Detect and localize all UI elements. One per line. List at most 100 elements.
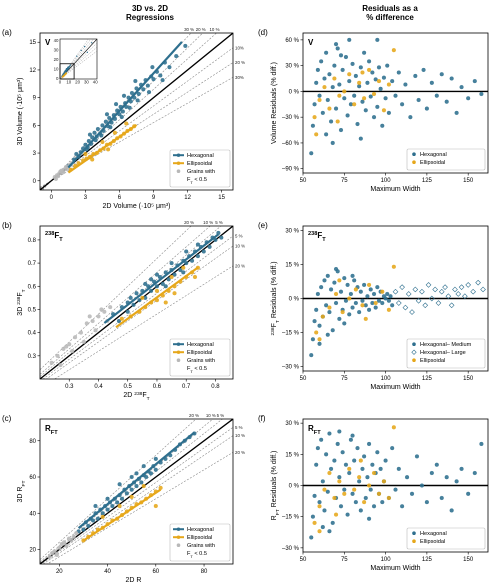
data-point-hex — [320, 525, 325, 530]
x-axis-label: Maximum Width — [370, 186, 420, 193]
data-point-hex — [413, 73, 418, 78]
x-axis-label: Maximum Width — [370, 565, 420, 572]
data-point-hex — [314, 462, 319, 467]
column-title-1: 3D vs. 2D — [132, 4, 168, 13]
data-point-hex — [121, 93, 127, 98]
data-point-ell — [90, 157, 95, 162]
data-point-hex — [390, 79, 395, 84]
data-point-hex — [466, 491, 471, 496]
data-point-hex — [393, 487, 398, 492]
data-point-ell — [117, 503, 122, 509]
data-point-gray — [59, 542, 64, 547]
data-point-hex — [340, 450, 345, 455]
data-point-hex — [108, 125, 113, 130]
data-point-gray — [65, 166, 70, 171]
y-tick-label: 80 — [29, 439, 36, 445]
inset-tick-label: 10 — [66, 80, 71, 85]
data-point-gray — [90, 318, 95, 324]
panel-tag: V — [45, 38, 51, 47]
data-point-hex — [429, 470, 434, 476]
data-point-hex — [373, 305, 378, 310]
inset-tick-label: 30 — [54, 48, 59, 53]
legend-label: Ellipsoidal — [187, 161, 212, 167]
data-point-gray — [55, 353, 60, 358]
x-tick-label: 60 — [152, 569, 159, 575]
inset-area — [60, 39, 97, 79]
inset-point — [80, 49, 82, 52]
x-tick-label: 125 — [422, 376, 433, 382]
legend-label: Hexagonal– Medium — [420, 342, 472, 348]
inset-point — [65, 70, 68, 72]
y-tick-label: –30 % — [282, 115, 300, 121]
inset-tick-label: 20 — [54, 57, 59, 62]
data-point-hex — [365, 294, 370, 299]
data-point-hex — [324, 50, 329, 55]
data-point-ell — [322, 487, 327, 492]
panel-d: 50 75 100 125 150 –90 % –60 % –30 % 0 % 30 % 60 % M… — [258, 28, 489, 193]
panel-letter: (b) — [2, 221, 12, 230]
y-tick-label: –15 % — [282, 515, 300, 521]
data-point-hexopen — [429, 295, 435, 302]
legend-marker — [412, 160, 416, 164]
inset-tick-label: 0 — [59, 80, 62, 85]
reference-label: 20 % — [235, 60, 245, 65]
plot-area — [40, 33, 233, 190]
data-point-hex — [100, 123, 105, 128]
data-point-hex — [376, 298, 382, 303]
x-tick-label: 100 — [381, 557, 392, 563]
plot-frame — [39, 418, 234, 565]
reference-line — [42, 435, 233, 564]
data-point-hex — [201, 249, 206, 254]
data-point-hex — [325, 97, 330, 103]
data-point-hex — [105, 496, 110, 501]
panel-tag: RFT — [45, 424, 58, 436]
data-point-hex — [119, 114, 124, 120]
data-point-hex — [129, 90, 135, 96]
data-point-hex — [143, 281, 148, 287]
data-point-hex — [181, 270, 186, 275]
data-point-ell — [347, 296, 352, 301]
data-point-hex — [367, 441, 372, 446]
inset-point — [68, 65, 71, 67]
legend-marker — [411, 349, 417, 355]
data-point-ell — [360, 303, 365, 308]
data-point-ell — [352, 487, 357, 492]
data-point-hexopen — [392, 288, 399, 295]
reference-label: 30 % — [184, 27, 194, 32]
data-point-hex — [332, 458, 337, 463]
data-point-ell — [391, 425, 396, 430]
y-tick-label: 20 — [29, 548, 36, 554]
data-point-hex — [367, 516, 372, 521]
x-tick-label: 100 — [381, 178, 392, 184]
data-point-ell — [340, 310, 345, 315]
data-point-hex — [363, 108, 368, 113]
data-point-hex — [381, 75, 386, 80]
data-point-hex — [317, 93, 322, 98]
data-point-ell — [352, 102, 357, 107]
data-point-hex — [400, 504, 405, 509]
reference-line — [41, 33, 204, 190]
column-title-2: % difference — [366, 13, 414, 22]
data-point-hex — [370, 70, 375, 75]
data-point-hex — [459, 466, 464, 471]
data-point-hex — [338, 504, 344, 509]
y-tick-label: –90 % — [282, 167, 300, 173]
data-point-hexopen — [475, 279, 481, 286]
y-tick-label: 0 — [33, 179, 37, 185]
y-tick-label: 60 — [29, 475, 36, 481]
x-tick-label: 3 — [84, 195, 88, 201]
x-tick-label: 40 — [104, 569, 111, 575]
data-point-hexopen — [455, 291, 462, 297]
data-point-hex — [383, 96, 388, 101]
data-point-hex — [472, 470, 477, 476]
data-point-gray — [50, 551, 55, 556]
y-tick-label: 15 % — [285, 452, 299, 458]
fit-line-ell — [115, 266, 199, 329]
data-point-ell — [357, 475, 362, 480]
x-axis-label: 2D Volume (·10⁵ μm³) — [102, 203, 170, 210]
x-tick-label: 80 — [201, 569, 208, 575]
reference-label: 5 % — [215, 220, 223, 225]
data-point-hex — [309, 151, 314, 156]
data-point-hex — [312, 102, 317, 107]
y-tick-label: 30 % — [285, 229, 299, 235]
